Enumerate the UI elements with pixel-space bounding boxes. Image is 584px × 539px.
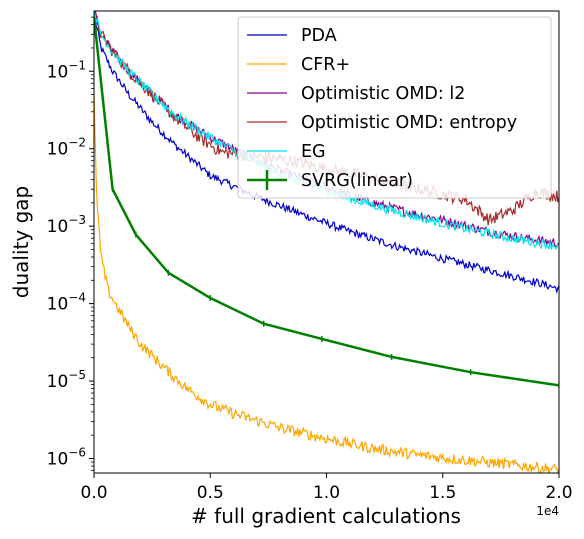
x-tick-label: 0.5 bbox=[197, 483, 224, 503]
x-tick-label: 2.0 bbox=[545, 483, 572, 503]
legend-label-pda: PDA bbox=[301, 26, 337, 46]
y-tick-label: 10−2 bbox=[47, 136, 86, 160]
x-tick-label: 1.5 bbox=[429, 483, 456, 503]
series-line-cfr bbox=[94, 94, 559, 473]
legend-label-cfr: CFR+ bbox=[301, 55, 350, 75]
legend-label-eg: EG bbox=[301, 142, 326, 162]
legend-box bbox=[237, 16, 552, 199]
series-line-pda bbox=[94, 13, 559, 295]
x-axis-label: # full gradient calculations bbox=[191, 504, 461, 528]
x-tick-label: 0.0 bbox=[80, 483, 107, 503]
y-tick-label: 10−3 bbox=[47, 213, 86, 237]
legend-label-optimistic-omd-entropy: Optimistic OMD: entropy bbox=[301, 113, 517, 133]
y-axis-label: duality gap bbox=[9, 186, 33, 298]
legend: PDA CFR+ Optimistic OMD: l2 Optimistic OMD:… bbox=[237, 16, 552, 199]
y-tick-label: 10−1 bbox=[47, 58, 86, 82]
series-line-svrg-linear bbox=[94, 16, 559, 387]
axis-ticks: 0.0 0.5 1.0 1.5 2.0 10−6 10−5 10−4 10−3 10−2 10−1 bbox=[47, 16, 573, 503]
x-tick-label: 1.0 bbox=[313, 483, 340, 503]
y-tick-label: 10−6 bbox=[47, 446, 86, 470]
x-multiplier-label: 1e4 bbox=[536, 504, 559, 518]
y-tick-label: 10−4 bbox=[47, 291, 86, 315]
legend-label-optimistic-omd-l2: Optimistic OMD: l2 bbox=[301, 84, 465, 104]
legend-label-svrg-linear: SVRG(linear) bbox=[301, 171, 413, 191]
series-lines bbox=[94, 11, 559, 473]
y-tick-label: 10−5 bbox=[47, 368, 86, 392]
